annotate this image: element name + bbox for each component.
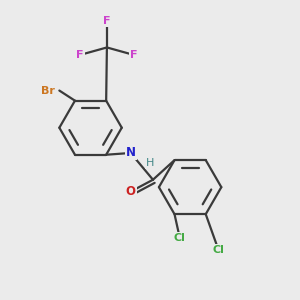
Text: F: F	[130, 50, 137, 60]
Text: F: F	[76, 50, 84, 60]
Text: Cl: Cl	[212, 244, 224, 255]
Text: H: H	[146, 158, 154, 168]
Text: F: F	[103, 16, 111, 26]
Text: N: N	[126, 146, 136, 160]
Text: O: O	[126, 185, 136, 198]
Text: Br: Br	[40, 85, 54, 96]
Text: Cl: Cl	[174, 233, 186, 243]
